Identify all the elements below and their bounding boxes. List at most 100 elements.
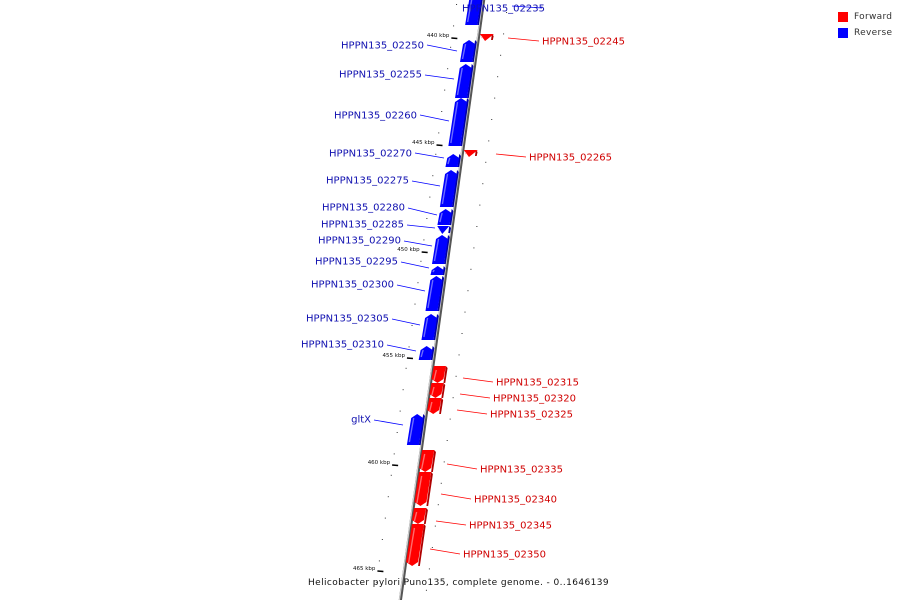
gene-label-hppn135-02295[interactable]: HPPN135_02295 [315, 257, 398, 268]
minor-tick [405, 367, 407, 369]
gene-hppn135-02290-shine [433, 238, 440, 262]
gene-hppn135-02290-arrow [431, 235, 449, 264]
gene-hppn135-02275-leader [411, 180, 441, 187]
gene-hppn135-02250-arrow [460, 40, 476, 62]
minor-tick [500, 54, 502, 56]
minor-tick [435, 153, 437, 155]
scale-tick-mark [377, 570, 384, 573]
minor-tick [423, 239, 425, 241]
gene-hppn135-02310-leader [386, 344, 417, 352]
minor-tick [491, 119, 493, 120]
gene-label-hppn135-02300[interactable]: HPPN135_02300 [311, 280, 394, 291]
scale-tick-label: 465 kbp [353, 566, 376, 572]
gene-label-hppn135-02310[interactable]: HPPN135_02310 [301, 340, 384, 351]
gene-hppn135-02245-leader [507, 37, 540, 42]
gene-labels: HPPN135_02235 HPPN135_02245 HPPN135_02250 H… [301, 4, 625, 561]
gene-label-hppn135-02275[interactable]: HPPN135_02275 [326, 176, 409, 187]
minor-tick [440, 482, 442, 484]
gene-hppn135-02335-shine [420, 453, 426, 470]
scale-tick-mark [392, 464, 399, 467]
gene-label-hppn135-02260[interactable]: HPPN135_02260 [334, 111, 417, 122]
gene-hppn135-02295-leader [400, 261, 430, 269]
gene-hppn135-02325-arrow [427, 398, 442, 414]
gene-hppn135-02340-side [426, 472, 433, 506]
gene-hppn135-02275-arrow [439, 170, 458, 207]
gene-hppn135-02280-leader [407, 207, 438, 216]
minor-tick [408, 346, 410, 348]
minor-tick [428, 568, 430, 570]
gene-label-hppn135-02350[interactable]: HPPN135_02350 [463, 550, 546, 561]
minor-tick [390, 474, 392, 476]
minor-tick [456, 4, 458, 5]
gene-label-hppn135-02320[interactable]: HPPN135_02320 [493, 394, 576, 405]
minor-tick [426, 218, 428, 219]
gene-label-hppn135-02345[interactable]: HPPN135_02345 [469, 521, 552, 532]
scale-tick-mark [451, 37, 458, 40]
minor-tick [399, 410, 401, 412]
gene-hppn135-02265-shine [464, 152, 467, 155]
gene-hppn135-02250-leader [426, 44, 458, 52]
minor-tick [479, 204, 481, 206]
gene-hppn135-02270-shine [447, 157, 451, 165]
gene-label-hppn135-02250[interactable]: HPPN135_02250 [341, 41, 424, 52]
legend-swatch-reverse [838, 27, 848, 38]
minor-tick [461, 333, 463, 334]
gene-label-hppn135-02315[interactable]: HPPN135_02315 [496, 378, 579, 389]
gene-label-hppn135-02235[interactable]: HPPN135_02235 [462, 4, 545, 15]
gene-label-hppn135-02335[interactable]: HPPN135_02335 [480, 465, 563, 476]
genome-backbone [398, 0, 486, 600]
gene-hppn135-02235-side [477, 0, 483, 25]
minor-tick [402, 389, 404, 391]
gene-hppn135-02270-side [457, 154, 462, 167]
gene-gltx-shine [408, 417, 415, 443]
gene-hppn135-02305-side [433, 314, 439, 340]
gene-hppn135-02295-side [442, 266, 446, 275]
gene-label-hppn135-02270[interactable]: HPPN135_02270 [329, 149, 412, 160]
minor-tick [446, 440, 448, 441]
minor-tick [447, 68, 449, 70]
gene-hppn135-02345-arrow [411, 508, 427, 524]
scale-tick-label: 450 kbp [397, 247, 420, 253]
scale-tick-label: 445 kbp [412, 140, 435, 146]
gene-label-hppn135-02325[interactable]: HPPN135_02325 [490, 410, 573, 421]
gene-label-hppn135-02285[interactable]: HPPN135_02285 [321, 220, 404, 231]
gene-hppn135-02310-shine [420, 349, 424, 358]
gene-hppn135-02275-shine [441, 173, 449, 205]
minor-tick [450, 46, 452, 48]
gene-label-hppn135-02245[interactable]: HPPN135_02245 [542, 37, 625, 48]
minor-tick [453, 25, 455, 27]
gene-label-gltx[interactable]: gltX [351, 415, 371, 426]
gene-label-hppn135-02290[interactable]: HPPN135_02290 [318, 236, 401, 247]
minor-tick [396, 432, 398, 433]
gene-hppn135-02260-leader [419, 114, 450, 122]
gene-label-hppn135-02255[interactable]: HPPN135_02255 [339, 70, 422, 81]
minor-tick [387, 496, 389, 498]
gene-hppn135-02345-leader [435, 520, 467, 526]
minor-tick [455, 375, 457, 377]
gene-label-hppn135-02280[interactable]: HPPN135_02280 [322, 203, 405, 214]
gene-hppn135-02245-shine [481, 36, 483, 39]
minor-tick [414, 303, 416, 305]
legend: Forward Reverse [838, 9, 898, 41]
gene-hppn135-02295-arrow [430, 266, 444, 275]
gene-hppn135-02235-leader [511, 5, 543, 9]
gene-hppn135-02320-side [441, 383, 446, 398]
gene-hppn135-02350-leader [429, 548, 461, 555]
gene-hppn135-02275-side [451, 170, 459, 207]
minor-tick [429, 196, 431, 198]
gene-hppn135-02320-shine [431, 386, 435, 396]
gene-hppn135-02295-shine [432, 269, 435, 273]
gene-gltx-leader [373, 419, 404, 426]
minor-tick [443, 461, 445, 463]
gene-label-hppn135-02265[interactable]: HPPN135_02265 [529, 153, 612, 164]
gene-hppn135-02325-leader [456, 409, 488, 415]
minor-tick [378, 560, 380, 562]
minor-tick [506, 12, 508, 13]
gene-features [406, 0, 494, 566]
minor-tick [375, 581, 377, 583]
gene-hppn135-02270-leader [414, 152, 445, 159]
gene-hppn135-02305-leader [391, 318, 421, 326]
gene-label-hppn135-02305[interactable]: HPPN135_02305 [306, 314, 389, 325]
gene-label-hppn135-02340[interactable]: HPPN135_02340 [474, 495, 557, 506]
